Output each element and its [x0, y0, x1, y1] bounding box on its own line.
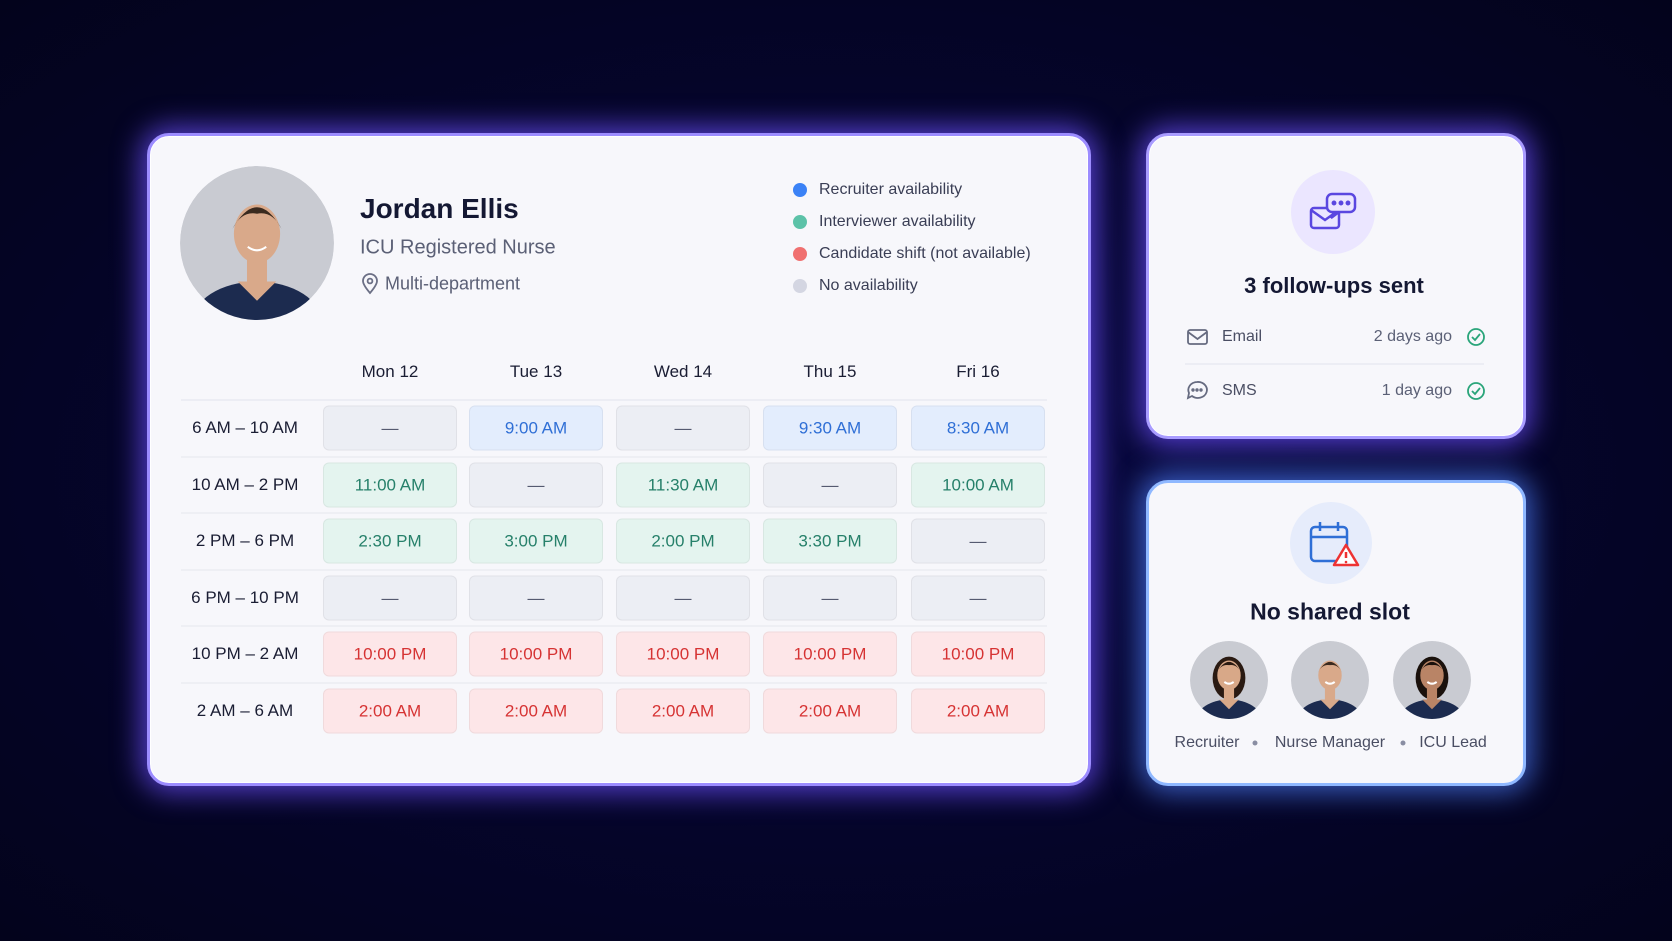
followup-time: 2 days ago	[1373, 328, 1452, 345]
schedule-cell: 11:00 AM	[323, 462, 457, 508]
time-slot: 2 AM – 6 AM	[196, 701, 294, 720]
legend-label: Candidate shift (not available)	[819, 245, 1031, 262]
schedule-cell: —	[469, 575, 603, 621]
schedule-cell: 2:00 AM	[911, 688, 1045, 734]
time-slot: 2 PM – 6 PM	[195, 531, 295, 550]
schedule-cell: 10:00 PM	[763, 631, 897, 677]
avatar	[1291, 641, 1369, 719]
legend-label: No availability	[819, 277, 918, 294]
legend-label: Recruiter availability	[819, 181, 963, 198]
legend-dot	[793, 215, 807, 229]
schedule-cell: —	[616, 575, 750, 621]
day-header: Thu 15	[803, 362, 857, 381]
schedule-cell: —	[911, 575, 1045, 621]
schedule-cell: 2:00 AM	[763, 688, 897, 734]
day-header: Fri 16	[956, 362, 1000, 381]
profile-location: Multi-department	[385, 273, 521, 294]
avatar	[1190, 641, 1268, 719]
person-label: Nurse Manager	[1274, 734, 1386, 751]
calendar-icon	[1309, 522, 1360, 567]
time-slot: 6 PM – 10 PM	[191, 588, 299, 607]
schedule-cell: —	[323, 405, 457, 451]
sms-icon	[1186, 381, 1208, 400]
schedule-cell: 9:00 AM	[469, 405, 603, 451]
schedule-cell: 10:00 PM	[616, 631, 750, 677]
separator-dot	[1252, 740, 1258, 746]
schedule-cell: 2:00 AM	[323, 688, 457, 734]
schedule-cell: —	[763, 575, 897, 621]
separator-dot	[1400, 740, 1406, 746]
followups-title: 3 follow-ups sent	[1244, 273, 1424, 298]
schedule-cell: 2:30 PM	[323, 518, 457, 564]
person-label: ICU Lead	[1419, 734, 1487, 751]
legend-dot	[793, 279, 807, 293]
schedule-cell: 3:30 PM	[763, 518, 897, 564]
schedule-cell: 8:30 AM	[911, 405, 1045, 451]
day-header: Wed 14	[653, 362, 713, 381]
time-slot: 6 AM – 10 AM	[192, 418, 298, 437]
legend-dot	[793, 183, 807, 197]
time-slot: 10 AM – 2 PM	[191, 475, 299, 494]
profile-name: Jordan Ellis	[360, 193, 519, 224]
schedule-cell: 10:00 PM	[911, 631, 1045, 677]
schedule-cell: 11:30 AM	[616, 462, 750, 508]
followup-channel: Email	[1222, 328, 1263, 345]
schedule-cell: —	[763, 462, 897, 508]
schedule-cell: 3:00 PM	[469, 518, 603, 564]
schedule-cell: —	[911, 518, 1045, 564]
person-label: Recruiter	[1174, 734, 1240, 751]
avatar	[180, 166, 334, 320]
legend-dot	[793, 247, 807, 261]
schedule-cell: 2:00 AM	[616, 688, 750, 734]
schedule-cell: 2:00 AM	[469, 688, 603, 734]
legend-label: Interviewer availability	[819, 213, 976, 230]
schedule-cell: 10:00 PM	[469, 631, 603, 677]
schedule-cell: 10:00 AM	[911, 462, 1045, 508]
day-header: Tue 13	[509, 362, 563, 381]
pin-icon	[362, 273, 378, 295]
followup-icon	[1309, 192, 1357, 230]
followup-time: 1 day ago	[1381, 382, 1452, 399]
schedule-cell: 2:00 PM	[616, 518, 750, 564]
calendar-icon-bg	[1290, 502, 1372, 584]
avatar	[1393, 641, 1471, 719]
email-icon	[1187, 329, 1208, 345]
check-icons	[1467, 328, 1485, 400]
profile-role: ICU Registered Nurse	[360, 236, 556, 259]
schedule-cell: 10:00 PM	[323, 631, 457, 677]
schedule-cell: —	[469, 462, 603, 508]
no-slot-title: No shared slot	[1250, 598, 1410, 625]
schedule-cell: 9:30 AM	[763, 405, 897, 451]
day-header: Mon 12	[361, 362, 419, 381]
followup-channel: SMS	[1222, 382, 1257, 399]
schedule-cell: —	[616, 405, 750, 451]
schedule-cell: —	[323, 575, 457, 621]
time-slot: 10 PM – 2 AM	[191, 644, 299, 663]
